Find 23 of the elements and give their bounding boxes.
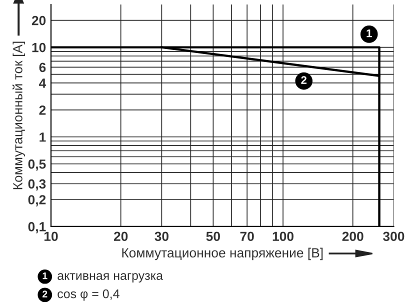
x-tick-label: 200 xyxy=(342,232,364,242)
y-tick-label: 0,3 xyxy=(28,179,46,191)
x-axis-title: Коммутационное напряжение [В] xyxy=(122,248,323,260)
y-tick-label: 1 xyxy=(40,132,46,142)
legend-label: активная нагрузка xyxy=(58,273,164,282)
x-tick-label: 300 xyxy=(383,232,404,242)
annotation: 2 xyxy=(301,76,307,84)
x-tick-label: 30 xyxy=(154,232,168,242)
y-tick-label: 0,2 xyxy=(28,195,46,206)
x-tick-label: 70 xyxy=(240,232,254,242)
legend-label: cos φ = 0,4 xyxy=(58,289,120,301)
x-tick-label: 20 xyxy=(114,232,128,242)
x-tick-label: 50 xyxy=(206,232,220,242)
y-tick-label: 6 xyxy=(39,62,46,72)
y-tick-label: 4 xyxy=(39,78,46,88)
annotation: 1 xyxy=(366,29,372,38)
x-tick-label: 100 xyxy=(272,232,294,242)
y-tick-label: 20 xyxy=(32,16,46,26)
y-tick-label: 10 xyxy=(32,42,46,52)
y-axis-title: Коммутационный ток [A] xyxy=(12,42,26,190)
y-tick-label: 2 xyxy=(39,105,46,115)
y-tick-label: 0,5 xyxy=(28,159,46,171)
y-tick-label: 0,1 xyxy=(28,222,46,234)
